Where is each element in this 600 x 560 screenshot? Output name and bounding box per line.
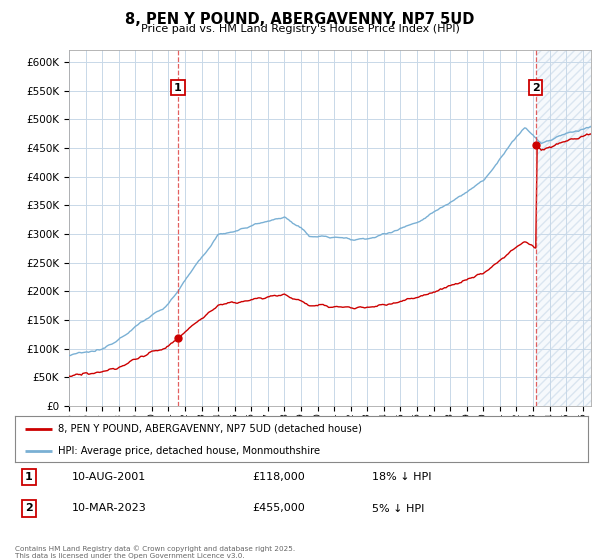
Text: Contains HM Land Registry data © Crown copyright and database right 2025.
This d: Contains HM Land Registry data © Crown c…	[15, 545, 295, 559]
Text: 2: 2	[25, 503, 32, 514]
Text: Price paid vs. HM Land Registry's House Price Index (HPI): Price paid vs. HM Land Registry's House …	[140, 24, 460, 34]
Text: 10-AUG-2001: 10-AUG-2001	[72, 472, 146, 482]
Text: £118,000: £118,000	[252, 472, 305, 482]
Text: £455,000: £455,000	[252, 503, 305, 514]
Text: 10-MAR-2023: 10-MAR-2023	[72, 503, 147, 514]
Text: 1: 1	[174, 83, 182, 93]
Text: HPI: Average price, detached house, Monmouthshire: HPI: Average price, detached house, Monm…	[58, 446, 320, 455]
Text: 1: 1	[25, 472, 32, 482]
Text: 8, PEN Y POUND, ABERGAVENNY, NP7 5UD (detached house): 8, PEN Y POUND, ABERGAVENNY, NP7 5UD (de…	[58, 424, 362, 434]
Text: 2: 2	[532, 83, 539, 93]
Bar	[536, 50, 591, 406]
Text: 5% ↓ HPI: 5% ↓ HPI	[372, 503, 424, 514]
Text: 8, PEN Y POUND, ABERGAVENNY, NP7 5UD: 8, PEN Y POUND, ABERGAVENNY, NP7 5UD	[125, 12, 475, 27]
Text: 18% ↓ HPI: 18% ↓ HPI	[372, 472, 431, 482]
